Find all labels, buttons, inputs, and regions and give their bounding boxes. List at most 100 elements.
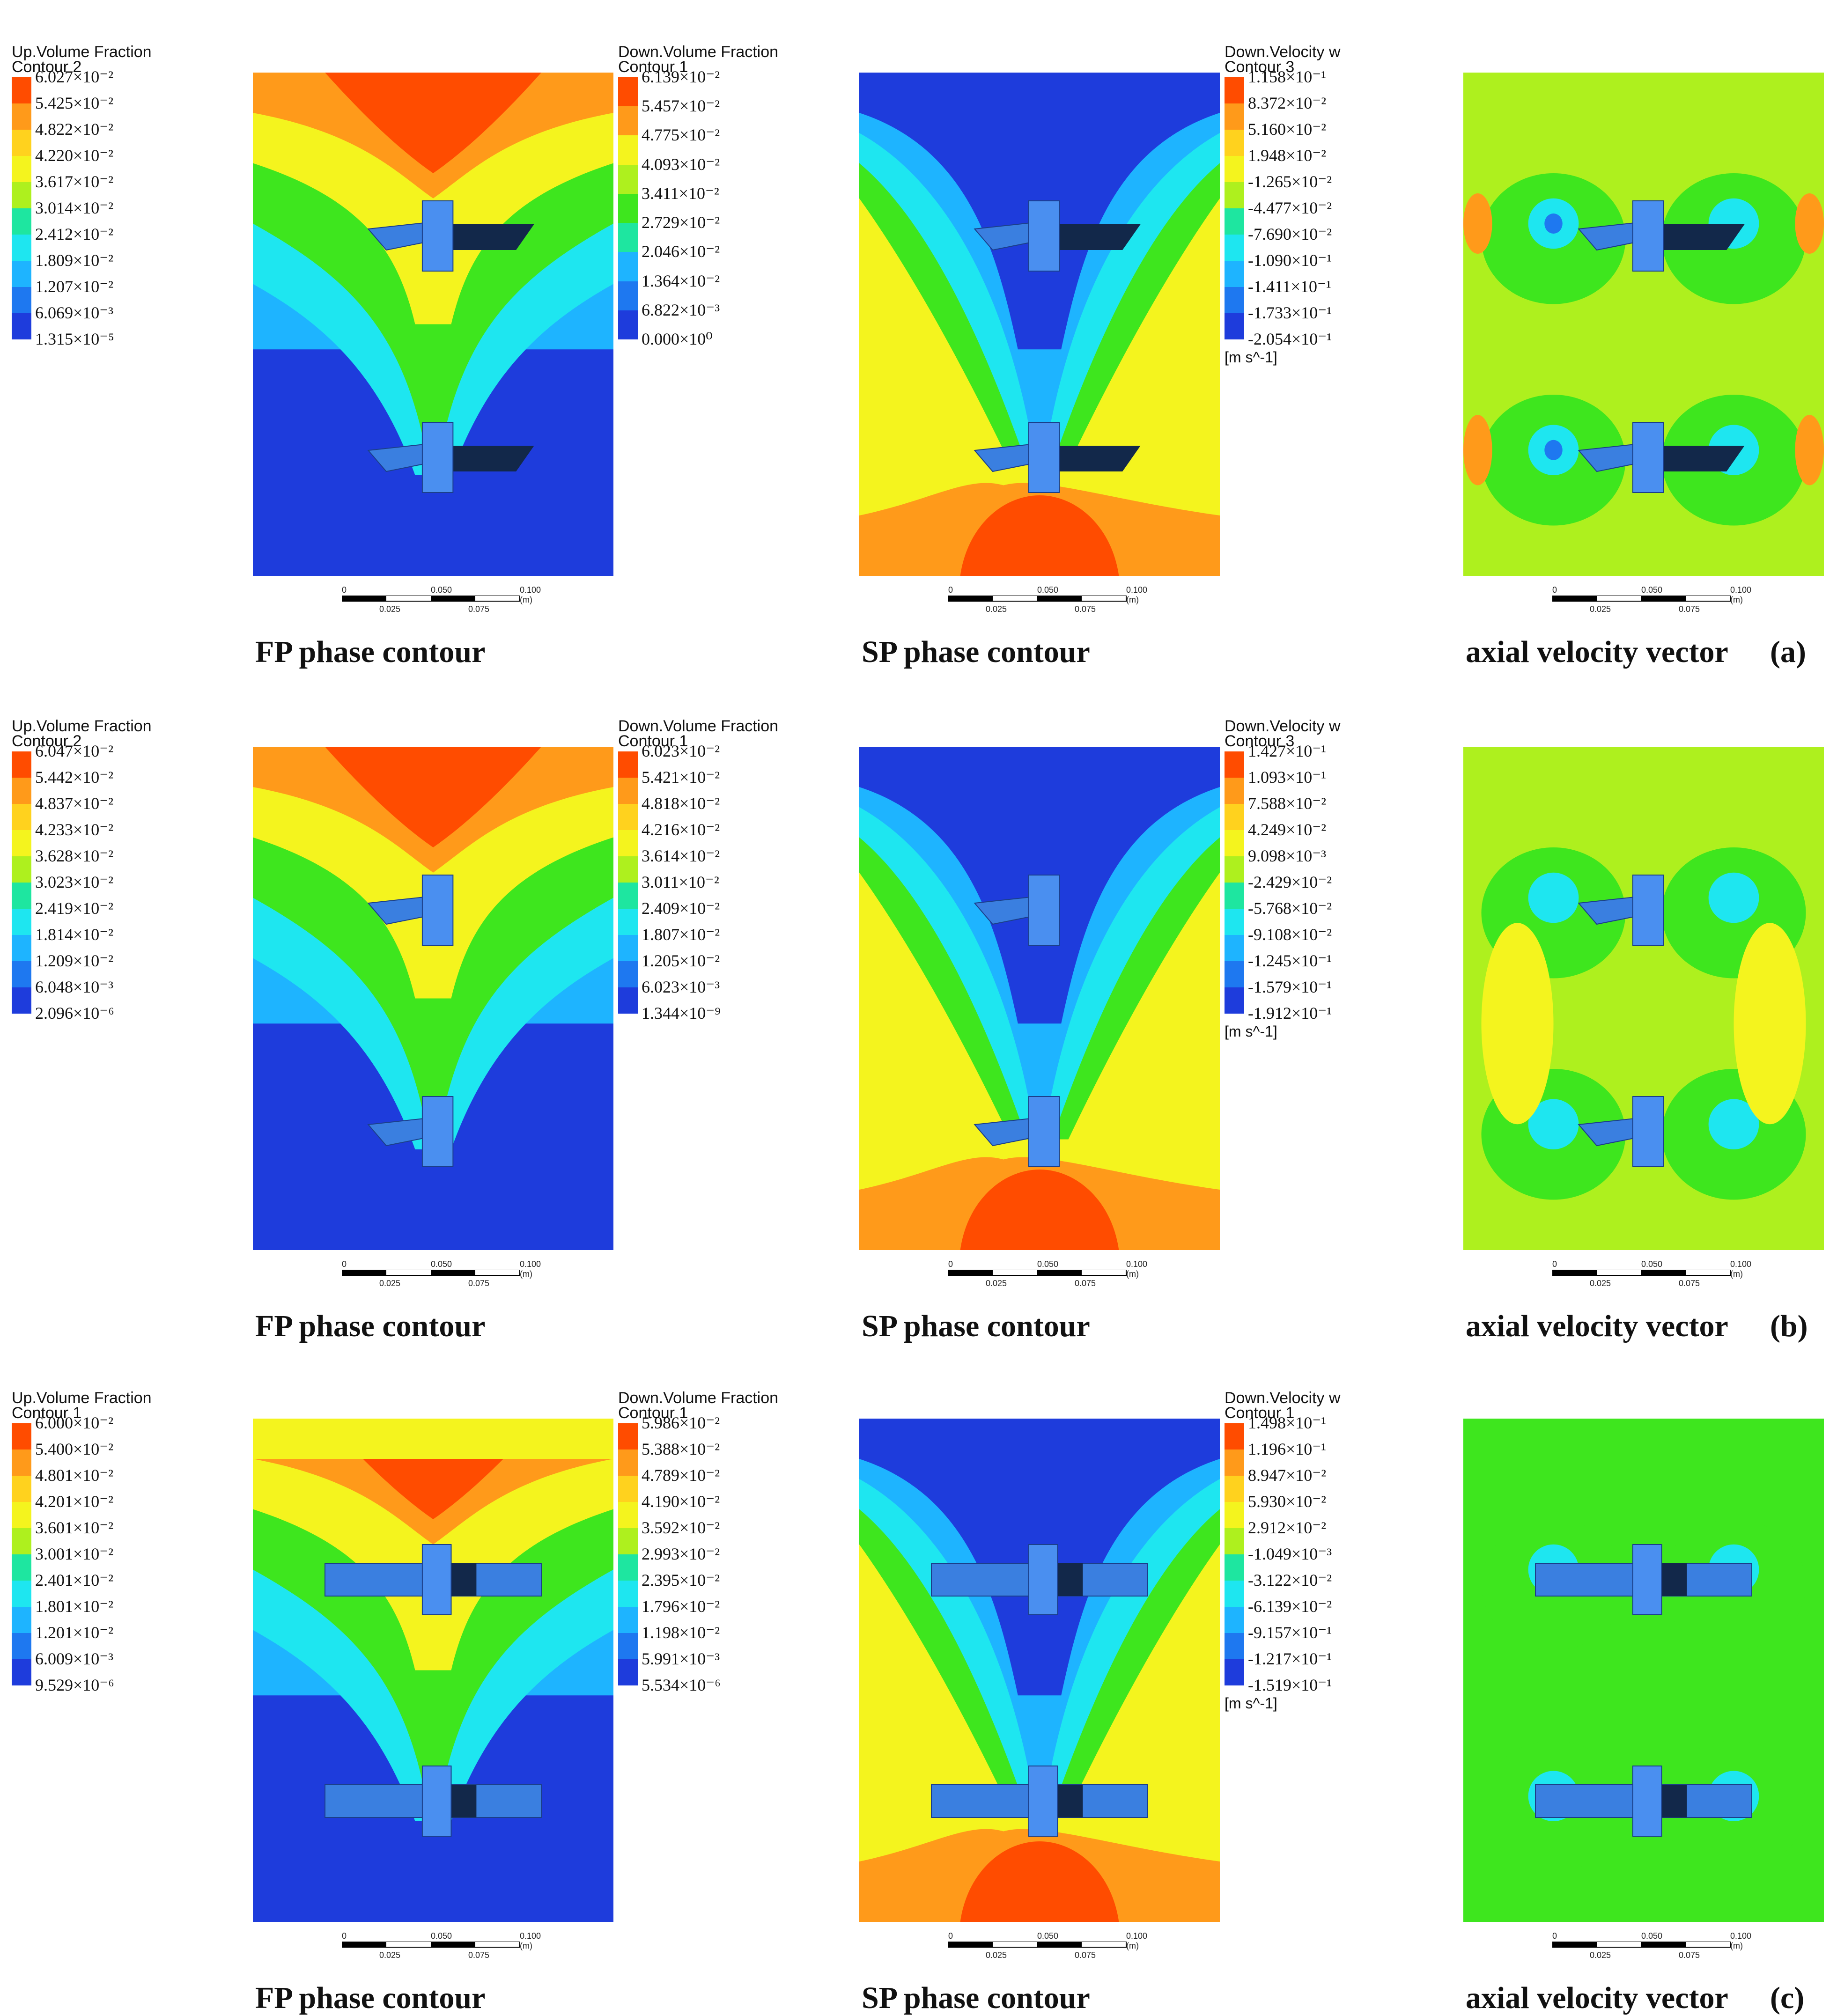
impeller-hub (421, 1096, 454, 1167)
colorbar-tick-label: 4.220×10⁻² (35, 146, 114, 165)
colorbar-tick-label: 3.592×10⁻² (642, 1518, 720, 1537)
colorbar-swatch (1225, 313, 1244, 339)
scale-tick-label: 0.075 (468, 1950, 490, 1960)
colorbar-tick-label: 3.601×10⁻² (35, 1518, 114, 1537)
scale-bar: 0 0.050 0.100 (m) 0.025 0.075 (948, 1931, 1147, 1960)
colorbar-swatch (12, 208, 31, 235)
sp-phase-contour-panel (859, 73, 1220, 576)
colorbar-swatch (1225, 909, 1244, 935)
colorbar-swatch (1225, 1581, 1244, 1607)
scale-bar: 0 0.050 0.100 (m) 0.025 0.075 (341, 1259, 541, 1288)
colorbar-swatch (1225, 935, 1244, 961)
scale-bar-graphic (341, 1941, 520, 1948)
scale-bar: 0 0.050 0.100 (m) 0.025 0.075 (341, 585, 541, 614)
scale-tick-label: 0.100 (m) (1730, 1931, 1752, 1950)
colorbar (1225, 1423, 1244, 1685)
scale-tick-label: 0.100 (m) (520, 1931, 541, 1950)
colorbar-tick-label: 3.001×10⁻² (35, 1545, 114, 1563)
colorbar-tick-label: 9.529×10⁻⁶ (35, 1676, 114, 1694)
colorbar-swatch (12, 856, 31, 883)
colorbar-tick-label: 0.000×10⁰ (642, 330, 713, 348)
panel-caption: FP phase contour (255, 635, 486, 669)
colorbar-tick-label: 2.993×10⁻² (642, 1545, 720, 1563)
colorbar (618, 1423, 638, 1685)
legend-subtitle: Contour 1 (618, 1404, 688, 1422)
colorbar-tick-label: -7.690×10⁻² (1248, 225, 1332, 243)
scale-bar: 0 0.050 0.100 (m) 0.025 0.075 (1552, 1931, 1752, 1960)
scale-tick-label: 0.050 (431, 585, 452, 595)
colorbar-swatch (618, 987, 638, 1014)
scale-tick-label: 0.100 (m) (1126, 1259, 1148, 1279)
scale-bar-graphic (341, 595, 520, 602)
colorbar-swatch (12, 987, 31, 1014)
colorbar (12, 77, 31, 339)
colorbar-swatch (12, 961, 31, 987)
colorbar-tick-label: 4.822×10⁻² (35, 120, 114, 139)
scale-tick-label: 0.075 (1075, 1279, 1096, 1288)
impeller-hub (1028, 875, 1060, 946)
colorbar-tick-label: 5.986×10⁻² (642, 1413, 720, 1432)
impeller-hub (1632, 875, 1664, 946)
colorbar-tick-label: 7.588×10⁻² (1248, 794, 1327, 813)
panel-caption: axial velocity vector (1466, 1309, 1728, 1343)
scale-tick-label: 0.050 (1641, 1259, 1663, 1269)
colorbar-swatch (1225, 130, 1244, 156)
scale-tick-label: 0.050 (1037, 1259, 1059, 1269)
panel-caption: FP phase contour (255, 1981, 486, 2015)
impeller-hub (1632, 1544, 1662, 1615)
fp-phase-contour-panel (253, 1419, 613, 1922)
colorbar-swatch (1225, 103, 1244, 130)
impeller-hub (1028, 422, 1060, 493)
colorbar-tick-label: 1.198×10⁻² (642, 1623, 720, 1642)
colorbar-swatch (618, 252, 638, 281)
impeller-hub (421, 200, 454, 272)
colorbar-swatch (1225, 77, 1244, 103)
colorbar-swatch (1225, 961, 1244, 987)
colorbar-tick-label: 5.400×10⁻² (35, 1440, 114, 1458)
impeller-hub (421, 1544, 452, 1615)
scale-tick-label: 0.075 (1075, 1950, 1096, 1960)
colorbar-tick-label: 6.009×10⁻³ (35, 1649, 114, 1668)
colorbar-tick-label: -4.477×10⁻² (1248, 199, 1332, 217)
colorbar-legend: Up.Volume Fraction Contour 2 6.027×10⁻² 5.4… (12, 44, 152, 348)
colorbar-tick-label: 3.023×10⁻² (35, 873, 114, 891)
colorbar-tick-label: -1.579×10⁻¹ (1248, 978, 1332, 996)
colorbar-swatch (12, 1423, 31, 1449)
colorbar-tick-label: 2.401×10⁻² (35, 1571, 114, 1589)
colorbar-tick-label: -3.122×10⁻² (1248, 1571, 1332, 1589)
colorbar-tick-label: -1.912×10⁻¹ (1248, 1004, 1332, 1023)
colorbar-swatch (618, 135, 638, 165)
colorbar-tick-label: -1.411×10⁻¹ (1248, 277, 1331, 296)
colorbar-swatch (12, 1449, 31, 1476)
colorbar-swatch (12, 778, 31, 804)
colorbar-tick-label: 1.364×10⁻² (642, 271, 720, 290)
colorbar-tick-label: 5.421×10⁻² (642, 768, 720, 787)
colorbar-swatch (12, 935, 31, 961)
colorbar-tick-label: -9.108×10⁻² (1248, 925, 1332, 944)
scale-tick-label: 0.025 (379, 1950, 401, 1960)
colorbar-tick-label: 4.801×10⁻² (35, 1466, 114, 1485)
scale-tick-label: 0 (342, 1931, 347, 1941)
colorbar-swatch (618, 830, 638, 856)
colorbar-tick-label: 4.201×10⁻² (35, 1492, 114, 1511)
scale-tick-label: 0.025 (1590, 1279, 1611, 1288)
colorbar (1225, 751, 1244, 1014)
colorbar-swatch (1225, 156, 1244, 182)
legend-subtitle: Contour 1 (1225, 1404, 1295, 1422)
colorbar-swatch (618, 77, 638, 107)
colorbar-tick-label: 5.425×10⁻² (35, 94, 114, 112)
colorbar-tick-label: 5.160×10⁻² (1248, 120, 1327, 139)
colorbar-swatch (1225, 987, 1244, 1014)
colorbar-tick-label: 4.190×10⁻² (642, 1492, 720, 1511)
colorbar-swatch (12, 1659, 31, 1685)
colorbar-swatch (1225, 1476, 1244, 1502)
scale-bar-graphic (948, 595, 1127, 602)
sp-phase-contour-panel (859, 747, 1220, 1250)
colorbar-tick-label: 3.614×10⁻² (642, 846, 720, 865)
colorbar-swatch (618, 281, 638, 310)
colorbar-tick-label: 1.498×10⁻¹ (1248, 1413, 1327, 1432)
fp-phase-contour-panel (253, 73, 613, 576)
colorbar-tick-label: 6.023×10⁻³ (642, 978, 720, 996)
colorbar-tick-label: -1.217×10⁻¹ (1248, 1649, 1332, 1668)
colorbar-tick-label: 1.093×10⁻¹ (1248, 768, 1327, 787)
